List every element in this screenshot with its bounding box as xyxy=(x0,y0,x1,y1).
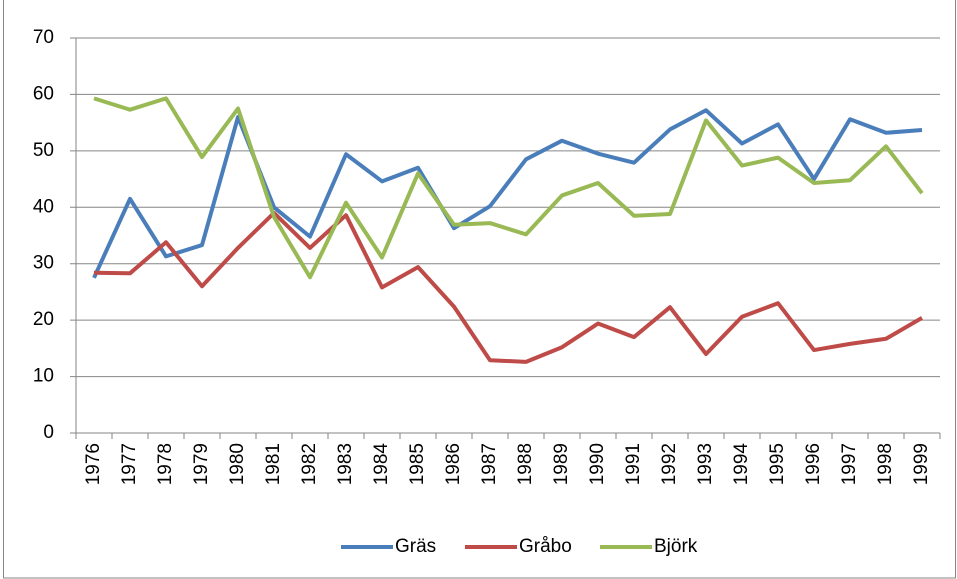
x-tick-label: 1982 xyxy=(299,443,320,485)
series-line xyxy=(93,96,924,280)
y-tick-label: 0 xyxy=(43,422,54,443)
x-tick-label: 1997 xyxy=(839,443,860,485)
y-tick-label: 40 xyxy=(33,196,54,217)
x-tick-label: 1991 xyxy=(623,443,644,485)
x-tick-label: 1999 xyxy=(911,443,932,485)
x-tick-label: 1998 xyxy=(875,443,896,485)
x-tick-label: 1984 xyxy=(371,443,392,486)
x-tick-label: 1989 xyxy=(551,443,572,485)
x-tick-label: 1990 xyxy=(587,443,608,485)
chart-frame xyxy=(3,0,956,579)
x-tick-label: 1995 xyxy=(767,443,788,485)
x-tick-label: 1994 xyxy=(731,443,752,486)
legend-label: Gråbo xyxy=(519,536,572,557)
y-tick-label: 10 xyxy=(33,366,54,387)
legend-label: Gräs xyxy=(395,536,436,557)
x-tick-label: 1993 xyxy=(695,443,716,485)
x-tick-label: 1988 xyxy=(515,443,536,485)
series-line xyxy=(92,108,923,279)
x-tick-label: 1996 xyxy=(803,443,824,485)
x-tick-label: 1987 xyxy=(479,443,500,485)
x-tick-label: 1992 xyxy=(659,443,680,485)
x-tick-label: 1978 xyxy=(155,443,176,485)
x-tick-label: 1986 xyxy=(443,443,464,485)
y-tick-label: 50 xyxy=(33,140,54,161)
y-tick-label: 30 xyxy=(33,253,54,274)
x-tick-label: 1979 xyxy=(191,443,212,485)
x-tick-label: 1980 xyxy=(227,443,248,485)
x-tick-label: 1977 xyxy=(119,443,140,485)
x-tick-label: 1976 xyxy=(83,443,104,485)
legend-label: Björk xyxy=(654,536,698,557)
x-tick-label: 1983 xyxy=(335,443,356,485)
y-tick-label: 60 xyxy=(33,83,54,104)
y-tick-label: 20 xyxy=(33,309,54,330)
x-tick-label: 1981 xyxy=(263,443,284,485)
series-line xyxy=(93,210,924,364)
x-tick-label: 1985 xyxy=(407,443,428,485)
y-tick-label: 70 xyxy=(33,27,54,48)
